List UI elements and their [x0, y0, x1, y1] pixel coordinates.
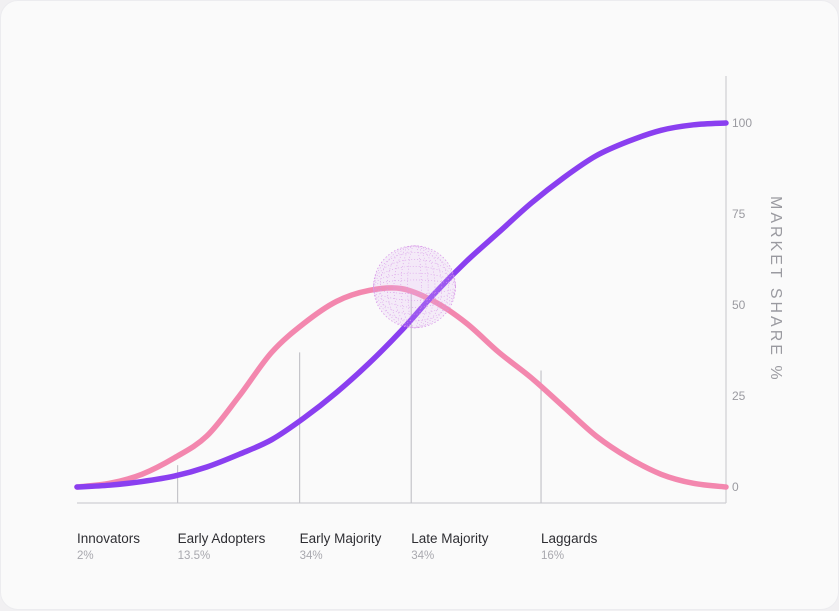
category-share: 16% — [541, 550, 564, 562]
sphere-outline — [373, 245, 456, 329]
category-share: 13.5% — [178, 550, 211, 562]
highlight-sphere — [373, 245, 456, 329]
y-tick-label: 75 — [732, 207, 746, 221]
category-label: Laggards — [541, 531, 598, 546]
category-label: Early Majority — [300, 531, 382, 546]
category-share: 34% — [300, 550, 323, 562]
y-tick-label: 50 — [732, 298, 746, 312]
y-tick-label: 100 — [732, 116, 752, 130]
category-label: Early Adopters — [178, 531, 266, 546]
y-axis-title: MARKET SHARE % — [767, 196, 784, 383]
category-share: 34% — [411, 550, 434, 562]
category-label: Innovators — [77, 531, 140, 546]
sphere-longitude — [393, 245, 436, 329]
cumulative-adoption-line — [74, 120, 729, 490]
sphere-latitude — [373, 252, 456, 322]
sphere-longitude — [380, 245, 449, 329]
y-tick-label: 25 — [732, 389, 746, 403]
category-share: 2% — [77, 550, 94, 562]
category-label: Late Majority — [411, 531, 489, 546]
y-tick-label: 0 — [732, 480, 739, 494]
